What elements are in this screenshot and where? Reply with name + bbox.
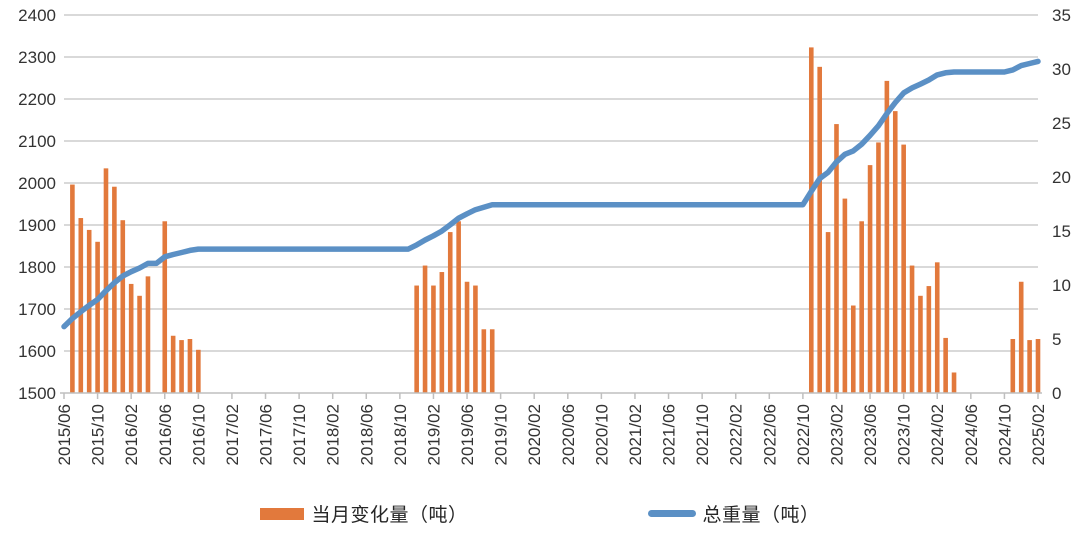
svg-text:2300: 2300 bbox=[18, 48, 56, 67]
svg-text:2021/10: 2021/10 bbox=[693, 404, 712, 465]
svg-text:2016/10: 2016/10 bbox=[189, 404, 208, 465]
svg-text:15: 15 bbox=[1052, 222, 1071, 241]
svg-text:5: 5 bbox=[1052, 330, 1061, 349]
svg-text:30: 30 bbox=[1052, 60, 1071, 79]
svg-text:2016/02: 2016/02 bbox=[122, 404, 141, 465]
svg-text:2022/02: 2022/02 bbox=[727, 404, 746, 465]
svg-text:2018/10: 2018/10 bbox=[391, 404, 410, 465]
svg-text:2400: 2400 bbox=[18, 6, 56, 25]
svg-text:25: 25 bbox=[1052, 114, 1071, 133]
svg-text:2000: 2000 bbox=[18, 174, 56, 193]
bar-series-label: 当月变化量（吨） bbox=[311, 505, 468, 526]
svg-text:2015/06: 2015/06 bbox=[55, 404, 74, 465]
svg-text:2015/10: 2015/10 bbox=[89, 404, 108, 465]
svg-text:2020/10: 2020/10 bbox=[592, 404, 611, 465]
svg-text:2017/02: 2017/02 bbox=[223, 404, 242, 465]
svg-text:2018/02: 2018/02 bbox=[324, 404, 343, 465]
svg-text:20: 20 bbox=[1052, 168, 1071, 187]
svg-text:1500: 1500 bbox=[18, 384, 56, 403]
svg-text:2025/02: 2025/02 bbox=[1029, 404, 1048, 465]
svg-text:1600: 1600 bbox=[18, 342, 56, 361]
combo-chart: 2015/06 2015/10 2016/02 2016/06 2016/10 2017/… bbox=[18, 6, 1071, 526]
bar-series-swatch-icon bbox=[260, 507, 305, 520]
svg-text:2021/06: 2021/06 bbox=[660, 404, 679, 465]
svg-text:2022/10: 2022/10 bbox=[794, 404, 813, 465]
legend-item-bar-series: 当月变化量（吨） bbox=[260, 500, 467, 527]
svg-text:2017/06: 2017/06 bbox=[257, 404, 276, 465]
svg-text:2100: 2100 bbox=[18, 132, 56, 151]
svg-text:2200: 2200 bbox=[18, 90, 56, 109]
svg-text:2018/06: 2018/06 bbox=[357, 404, 376, 465]
svg-text:2019/10: 2019/10 bbox=[492, 404, 511, 465]
svg-text:2024/06: 2024/06 bbox=[962, 404, 981, 465]
chart-canvas: 2015/06 2015/10 2016/02 2016/06 2016/10 2017/… bbox=[18, 6, 1071, 465]
line-series-swatch-icon bbox=[647, 510, 696, 517]
svg-text:2024/02: 2024/02 bbox=[928, 404, 947, 465]
svg-text:0: 0 bbox=[1052, 384, 1061, 403]
svg-text:2022/06: 2022/06 bbox=[760, 404, 779, 465]
chart-legend: 当月变化量（吨） 总重量（吨） bbox=[0, 500, 1080, 527]
legend-item-line-series: 总重量（吨） bbox=[647, 500, 820, 527]
svg-text:35: 35 bbox=[1052, 6, 1071, 25]
svg-text:2023/06: 2023/06 bbox=[861, 404, 880, 465]
svg-text:2024/10: 2024/10 bbox=[995, 404, 1014, 465]
svg-text:10: 10 bbox=[1052, 276, 1071, 295]
svg-text:2019/06: 2019/06 bbox=[458, 404, 477, 465]
svg-text:1700: 1700 bbox=[18, 300, 56, 319]
svg-text:2021/02: 2021/02 bbox=[626, 404, 645, 465]
svg-text:2020/06: 2020/06 bbox=[559, 404, 578, 465]
svg-text:2023/10: 2023/10 bbox=[895, 404, 914, 465]
line-series-label: 总重量（吨） bbox=[702, 505, 820, 526]
svg-text:2023/02: 2023/02 bbox=[828, 404, 847, 465]
svg-text:2017/10: 2017/10 bbox=[290, 404, 309, 465]
svg-text:1800: 1800 bbox=[18, 258, 56, 277]
svg-text:2019/02: 2019/02 bbox=[424, 404, 443, 465]
svg-text:2016/06: 2016/06 bbox=[156, 404, 175, 465]
svg-text:2020/02: 2020/02 bbox=[525, 404, 544, 465]
svg-text:1900: 1900 bbox=[18, 216, 56, 235]
